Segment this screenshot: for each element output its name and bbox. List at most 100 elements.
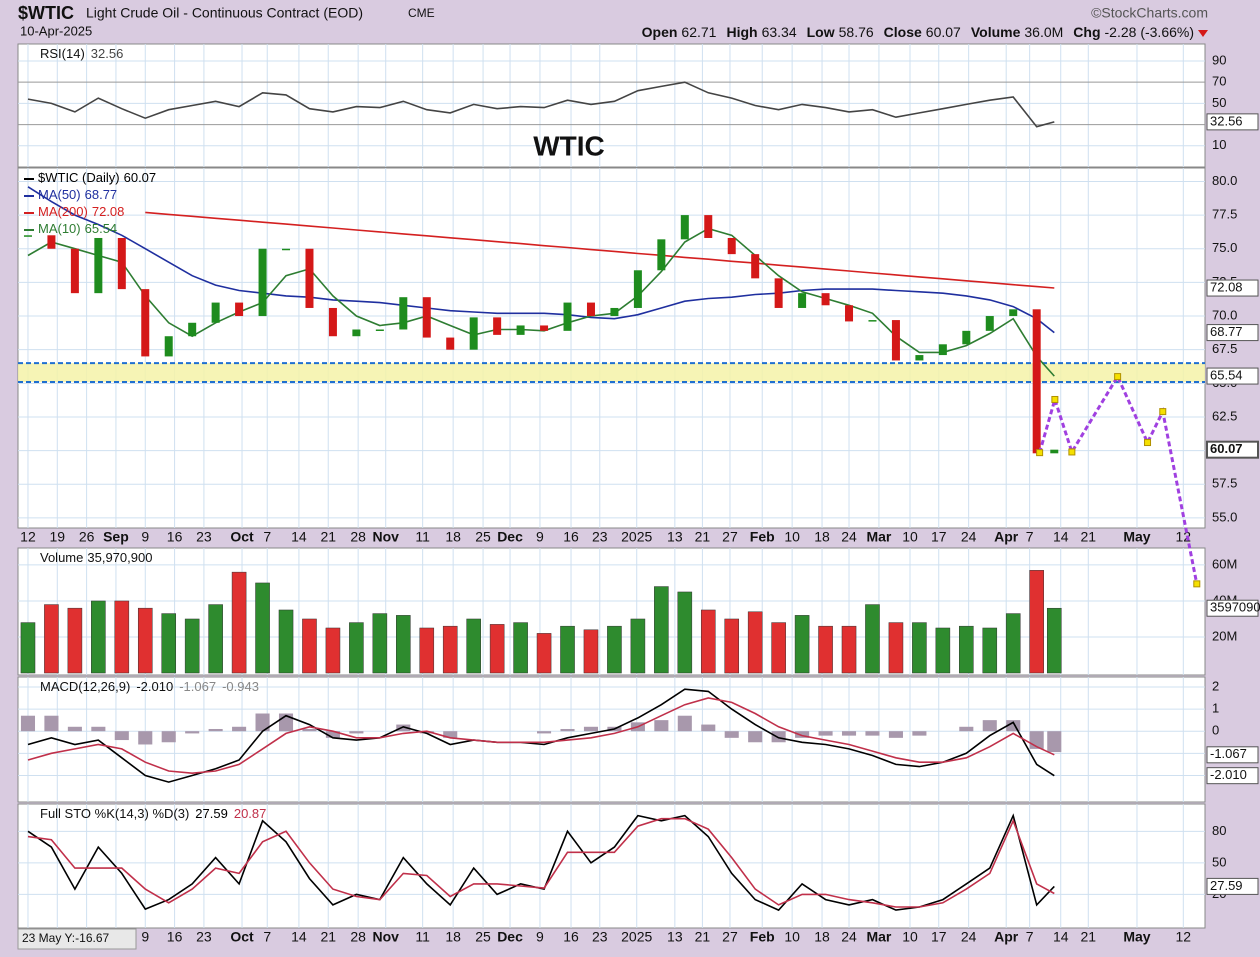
down-arrow [1198,30,1208,37]
volume-bar [959,625,974,674]
histogram-bar [959,726,974,732]
y-tick-label: 60M [1212,556,1237,571]
volume-bar [560,625,575,674]
y-tick-label: 75.0 [1212,240,1237,255]
x-tick-label: 13 [667,929,683,945]
quote-value: 63.34 [762,24,797,40]
histogram-bar [161,731,176,743]
x-tick-label: 10 [902,929,918,945]
histogram-bar [138,731,153,745]
x-tick-label: 24 [841,929,857,945]
volume-bar [20,622,36,674]
histogram-bar [419,731,434,734]
x-tick-label: 12 [1176,929,1192,945]
x-tick-label: 16 [167,929,183,945]
histogram-bar [701,724,716,732]
projection-marker [1144,439,1152,447]
x-tick-label: 19 [50,529,66,545]
legend-value: -1.067 [179,679,216,694]
support-band [18,363,1205,382]
x-tick-label: Apr [994,929,1019,945]
legend-name: MA(200) [38,204,88,219]
quote-value: -2.28 (-3.66%) [1105,24,1194,40]
price-bar [704,215,713,238]
x-tick-label: 21 [320,929,336,945]
x-tick-label: 25 [475,529,491,545]
price-bar [938,344,947,356]
indicator-line [27,813,1055,912]
y-tick-label: 20M [1212,628,1237,643]
price-bar [282,248,291,251]
price-bar [610,307,619,317]
histogram-bar [396,724,411,732]
projection-marker [1051,395,1059,403]
volume-bar [44,604,59,674]
x-tick-label: 11 [415,529,430,545]
x-tick-label: 28 [350,529,366,545]
price-bar [633,270,642,308]
source: ©StockCharts.com [1091,5,1208,21]
volume-bar [607,625,622,674]
x-tick-label: 11 [415,929,430,945]
volume-bar [349,622,364,674]
volume-bar [513,622,528,674]
volume-bar [208,604,223,674]
price-bar [352,329,361,337]
histogram-bar [982,720,997,732]
volume-bar [91,600,106,674]
panel-legend: Volume 35,970,900 [40,550,152,565]
value-box [1206,440,1259,459]
histogram-bar [560,728,575,732]
x-tick-label: 14 [1053,529,1069,545]
histogram-bar [255,713,270,732]
price-bar [845,305,854,322]
price-bar [962,330,971,345]
x-tick-label: 7 [263,929,271,945]
value-box [1206,279,1259,297]
price-bar [516,325,525,335]
price-bar [23,235,32,237]
value-box-label: 60.07 [1210,441,1243,456]
histogram-bar [537,731,552,734]
volume-bar [724,618,740,674]
panel [17,43,1206,168]
histogram-bar [795,731,810,738]
x-tick-label: 7 [1026,929,1034,945]
quote-value: 62.71 [681,24,716,40]
x-tick-label: 17 [931,929,947,945]
note: 23 May Y:-16.67 [22,931,109,945]
x-tick-label: 28 [350,929,366,945]
volume-bar [935,627,951,674]
x-tick-label: Oct [230,529,254,545]
quote-value: 58.76 [839,24,874,40]
legend-value: 27.59 [195,806,228,821]
price-bar [375,329,384,331]
x-tick-label: Nov [372,529,399,545]
price-bar [399,297,408,330]
x-tick-label: 16 [563,529,579,545]
quote-label: Close [884,24,922,40]
legend-value: 65.54 [85,221,118,236]
histogram-bar [912,731,927,736]
histogram-bar [771,731,786,743]
instrument-name: Light Crude Oil - Continuous Contract (E… [86,5,363,21]
histogram-bar [654,720,669,732]
quote-label: Low [807,24,835,40]
volume-bar [794,615,810,674]
moving-average [27,186,1055,334]
note-box [17,928,137,950]
x-tick-label: Feb [750,929,775,945]
legend-entry: MA(50) 68.77 [38,187,117,202]
volume-bar [677,591,693,674]
volume-bar [1046,607,1062,674]
legend-value: 72.08 [92,204,125,219]
histogram-bar [583,726,599,732]
x-tick-label: 9 [141,529,149,545]
price-bar [235,302,244,317]
legend-entry: MA(10) 65.54 [38,221,117,236]
price-bar [985,316,994,331]
price-bar [751,254,760,279]
indicator-line [27,81,1055,128]
x-tick-label: 12 [20,529,36,545]
